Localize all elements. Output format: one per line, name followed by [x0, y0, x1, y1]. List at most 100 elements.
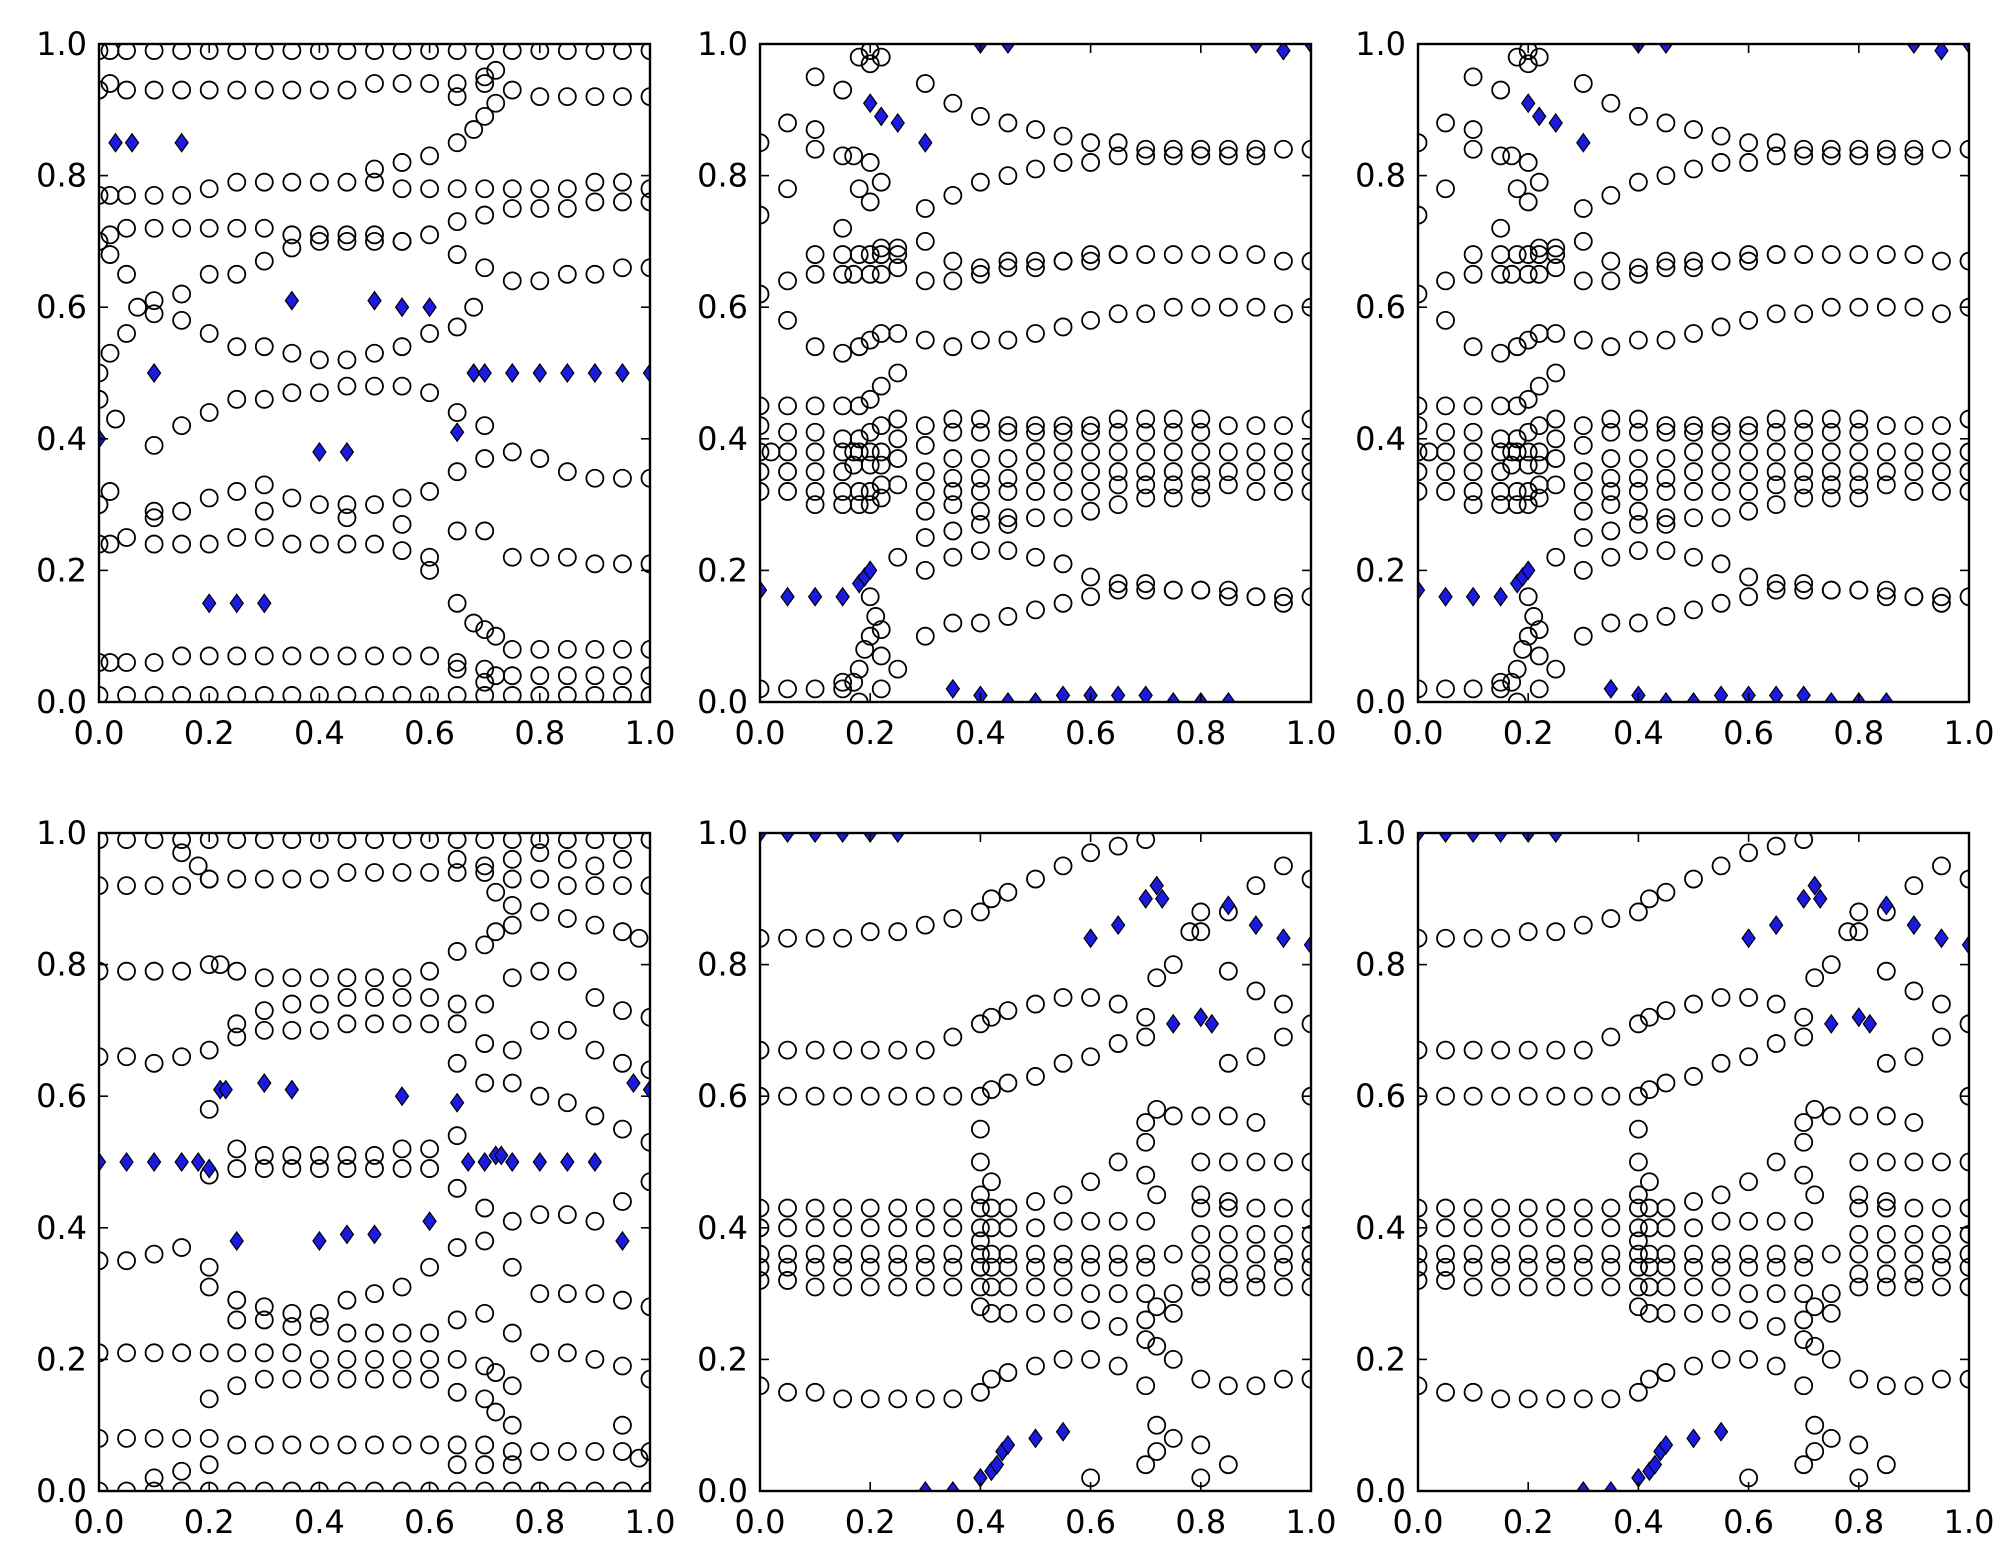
diamond-point	[1438, 586, 1453, 607]
circle-point	[1246, 1244, 1266, 1264]
circle-point	[805, 928, 825, 948]
circle-point	[998, 251, 1018, 271]
circle-point	[998, 166, 1018, 186]
circle-point	[1711, 1277, 1731, 1297]
circle-point	[1418, 679, 1428, 699]
circle-point	[1274, 587, 1293, 607]
circle-point	[420, 1323, 440, 1343]
circle-point	[1436, 1257, 1455, 1277]
circle-point	[309, 1021, 329, 1040]
circle-point	[849, 495, 869, 515]
circle-point	[1546, 258, 1566, 278]
diamond-point	[1686, 1428, 1701, 1449]
diamond-point	[108, 132, 123, 153]
circle-point	[172, 1481, 192, 1491]
circle-point	[1573, 271, 1593, 291]
circle-point	[199, 44, 219, 60]
circle-point	[760, 442, 770, 462]
circle-point	[1711, 1053, 1731, 1073]
circle-point	[1573, 915, 1593, 935]
diamond-point	[257, 1073, 272, 1094]
circle-point	[117, 44, 136, 60]
diamond-point	[918, 132, 933, 153]
circle-point	[530, 1021, 550, 1040]
circle-point	[888, 1389, 908, 1409]
circle-point	[1821, 580, 1841, 600]
subplot-top-middle: 0.0 0.2 0.4 0.6 0.8 1.00.00.20.40.60.81.0	[697, 25, 1336, 752]
circle-point	[447, 1382, 467, 1402]
circle-point	[1246, 1113, 1266, 1132]
diamond-point	[1248, 44, 1264, 55]
circle-point	[530, 843, 550, 863]
circle-point	[585, 1350, 605, 1369]
diamond-point	[1713, 685, 1729, 702]
circle-point	[943, 1244, 963, 1264]
circle-point	[1108, 304, 1128, 324]
circle-point	[420, 225, 440, 245]
circle-point	[1794, 1376, 1814, 1396]
circle-point	[144, 44, 164, 60]
circle-point	[915, 199, 935, 218]
diamond-point	[1532, 106, 1547, 127]
circle-point	[1656, 508, 1676, 528]
circle-point	[475, 449, 495, 468]
circle-point	[475, 67, 495, 87]
circle-point	[447, 74, 467, 93]
circle-point	[144, 435, 164, 455]
circle-point	[144, 1053, 164, 1073]
circle-point	[144, 653, 164, 672]
circle-point	[254, 833, 274, 849]
circle-point	[1805, 1099, 1825, 1119]
circle-point	[1418, 133, 1428, 153]
circle-point	[117, 324, 136, 343]
circle-point	[1491, 1389, 1511, 1409]
circle-point	[1274, 1152, 1293, 1172]
circle-point	[1932, 1152, 1951, 1172]
circle-point	[475, 994, 495, 1014]
circle-point	[943, 482, 963, 501]
circle-point	[971, 501, 990, 521]
circle-point	[1529, 264, 1549, 284]
circle-point	[1573, 74, 1593, 93]
circle-point	[227, 646, 247, 666]
circle-point	[1053, 1350, 1073, 1369]
circle-point	[172, 534, 192, 554]
circle-point	[1904, 1264, 1924, 1284]
circle-point	[1711, 593, 1731, 613]
circle-point	[530, 1086, 550, 1106]
axes-frame	[758, 42, 1313, 704]
circle-point	[1026, 159, 1045, 179]
diamond-point	[494, 1145, 509, 1166]
circle-point	[1805, 968, 1825, 988]
diamond-point	[835, 833, 850, 844]
circle-point	[888, 1277, 908, 1297]
diamond-point	[945, 1480, 961, 1491]
circle-point	[1573, 1198, 1593, 1218]
circle-point	[1081, 482, 1100, 501]
circle-point	[998, 882, 1018, 902]
circle-point	[778, 1257, 797, 1277]
circle-point	[1524, 607, 1544, 626]
circle-point	[144, 304, 164, 324]
circle-point	[1136, 1211, 1156, 1231]
circle-point	[1766, 574, 1786, 593]
circle-point	[282, 833, 302, 849]
circle-point	[1711, 1244, 1731, 1264]
circle-point	[420, 179, 440, 199]
circle-point	[1463, 495, 1483, 515]
circle-point	[640, 258, 650, 278]
circle-point	[871, 442, 891, 462]
circle-point	[1766, 422, 1786, 442]
circle-point	[1601, 422, 1621, 442]
circle-point	[99, 232, 109, 251]
circle-point	[1629, 1277, 1648, 1297]
circle-point	[282, 225, 302, 245]
circle-point	[860, 442, 880, 462]
circle-point	[1805, 1415, 1825, 1435]
circle-point	[1849, 1185, 1869, 1205]
circle-point	[365, 495, 384, 515]
circle-point	[447, 317, 467, 337]
circle-point	[1436, 1198, 1455, 1218]
circle-point	[1529, 442, 1549, 462]
x-tick-label: 0.8	[1833, 1503, 1884, 1541]
